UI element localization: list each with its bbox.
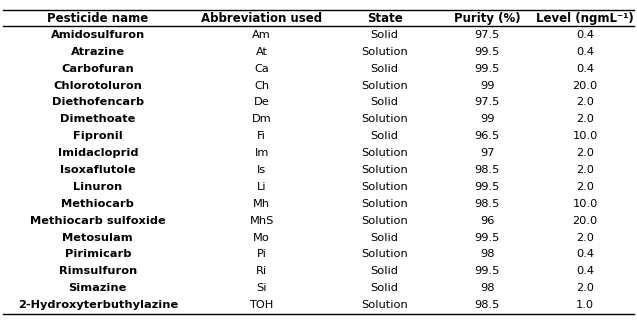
Text: Metosulam: Metosulam	[62, 233, 133, 243]
Text: Mo: Mo	[254, 233, 270, 243]
Text: 97.5: 97.5	[475, 30, 500, 40]
Text: 0.4: 0.4	[576, 64, 594, 74]
Text: Imidacloprid: Imidacloprid	[57, 148, 138, 158]
Text: 97.5: 97.5	[475, 98, 500, 108]
Text: Simazine: Simazine	[69, 283, 127, 293]
Text: 99.5: 99.5	[475, 266, 500, 276]
Text: Si: Si	[257, 283, 267, 293]
Text: Solution: Solution	[361, 165, 408, 175]
Text: 0.4: 0.4	[576, 30, 594, 40]
Text: 99.5: 99.5	[475, 233, 500, 243]
Text: 99.5: 99.5	[475, 47, 500, 57]
Text: 98: 98	[480, 283, 494, 293]
Text: 2.0: 2.0	[576, 182, 594, 192]
Text: Fi: Fi	[257, 131, 266, 141]
Text: Solution: Solution	[361, 47, 408, 57]
Text: Solid: Solid	[371, 30, 399, 40]
Text: Solution: Solution	[361, 182, 408, 192]
Text: Solid: Solid	[371, 131, 399, 141]
Text: TOH: TOH	[250, 300, 274, 310]
Text: 98.5: 98.5	[475, 165, 500, 175]
Text: Dimethoate: Dimethoate	[60, 114, 136, 124]
Text: Solid: Solid	[371, 233, 399, 243]
Text: 2.0: 2.0	[576, 98, 594, 108]
Text: 10.0: 10.0	[572, 199, 598, 209]
Text: Dm: Dm	[252, 114, 271, 124]
Text: 99.5: 99.5	[475, 64, 500, 74]
Text: Am: Am	[252, 30, 271, 40]
Text: Im: Im	[255, 148, 269, 158]
Text: Methiocarb sulfoxide: Methiocarb sulfoxide	[30, 216, 166, 226]
Text: 2.0: 2.0	[576, 148, 594, 158]
Text: Solid: Solid	[371, 98, 399, 108]
Text: Abbreviation used: Abbreviation used	[201, 12, 322, 25]
Text: 99: 99	[480, 114, 494, 124]
Text: Solution: Solution	[361, 250, 408, 260]
Text: Solid: Solid	[371, 64, 399, 74]
Text: Methiocarb: Methiocarb	[61, 199, 134, 209]
Text: 98.5: 98.5	[475, 199, 500, 209]
Text: Is: Is	[257, 165, 266, 175]
Text: 98.5: 98.5	[475, 300, 500, 310]
Text: 96: 96	[480, 216, 494, 226]
Text: Solution: Solution	[361, 216, 408, 226]
Text: 0.4: 0.4	[576, 266, 594, 276]
Text: 0.4: 0.4	[576, 250, 594, 260]
Text: Carbofuran: Carbofuran	[61, 64, 134, 74]
Text: De: De	[254, 98, 269, 108]
Text: State: State	[367, 12, 403, 25]
Text: Pi: Pi	[257, 250, 267, 260]
Text: 98: 98	[480, 250, 494, 260]
Text: 1.0: 1.0	[576, 300, 594, 310]
Text: 2.0: 2.0	[576, 233, 594, 243]
Text: At: At	[255, 47, 268, 57]
Text: Isoxaflutole: Isoxaflutole	[60, 165, 136, 175]
Text: 2.0: 2.0	[576, 114, 594, 124]
Text: 2.0: 2.0	[576, 165, 594, 175]
Text: Ca: Ca	[254, 64, 269, 74]
Text: Amidosulfuron: Amidosulfuron	[51, 30, 145, 40]
Text: Solution: Solution	[361, 199, 408, 209]
Text: 96.5: 96.5	[475, 131, 500, 141]
Text: Level (ngmL⁻¹): Level (ngmL⁻¹)	[536, 12, 634, 25]
Text: 10.0: 10.0	[572, 131, 598, 141]
Text: Solution: Solution	[361, 148, 408, 158]
Text: 20.0: 20.0	[572, 81, 598, 91]
Text: Solid: Solid	[371, 283, 399, 293]
Text: Mh: Mh	[253, 199, 270, 209]
Text: 0.4: 0.4	[576, 47, 594, 57]
Text: Solid: Solid	[371, 266, 399, 276]
Text: Pesticide name: Pesticide name	[47, 12, 148, 25]
Text: Solution: Solution	[361, 81, 408, 91]
Text: Chlorotoluron: Chlorotoluron	[54, 81, 142, 91]
Text: 2-Hydroxyterbuthylazine: 2-Hydroxyterbuthylazine	[18, 300, 178, 310]
Text: MhS: MhS	[250, 216, 274, 226]
Text: Solution: Solution	[361, 114, 408, 124]
Text: Rimsulfuron: Rimsulfuron	[59, 266, 137, 276]
Text: 2.0: 2.0	[576, 283, 594, 293]
Text: Ri: Ri	[256, 266, 268, 276]
Text: Li: Li	[257, 182, 266, 192]
Text: 97: 97	[480, 148, 494, 158]
Text: Diethofencarb: Diethofencarb	[52, 98, 144, 108]
Text: Fipronil: Fipronil	[73, 131, 123, 141]
Text: Atrazine: Atrazine	[71, 47, 125, 57]
Text: Purity (%): Purity (%)	[454, 12, 520, 25]
Text: 20.0: 20.0	[572, 216, 598, 226]
Text: Pirimicarb: Pirimicarb	[64, 250, 131, 260]
Text: Ch: Ch	[254, 81, 269, 91]
Text: Linuron: Linuron	[73, 182, 122, 192]
Text: 99.5: 99.5	[475, 182, 500, 192]
Text: Solution: Solution	[361, 300, 408, 310]
Text: 99: 99	[480, 81, 494, 91]
